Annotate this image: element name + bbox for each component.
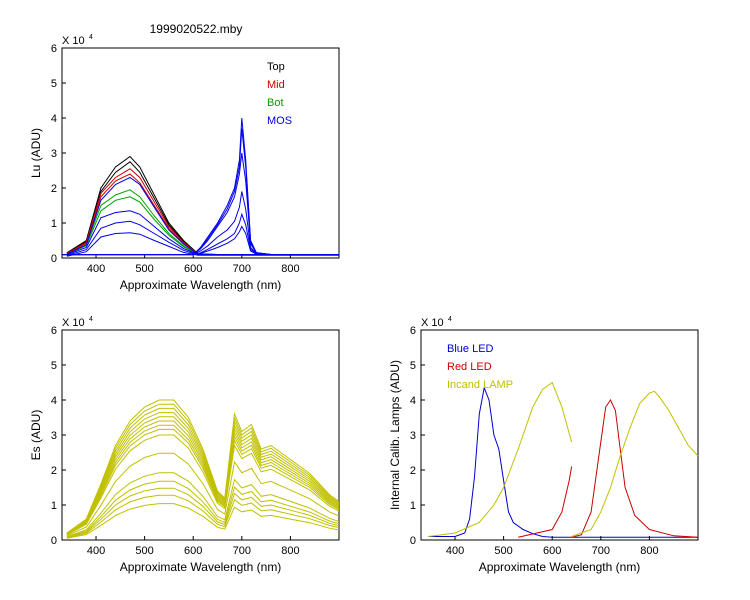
legend-entry: MOS [267, 115, 292, 127]
series-line-es [66, 434, 339, 536]
y-tick-label: 2 [51, 465, 57, 477]
y-tick-label: 1 [51, 500, 57, 512]
legend-entry: Incand LAMP [447, 379, 513, 391]
x-axis-label: Approximate Wavelength (nm) [479, 560, 641, 574]
series-line-es [66, 494, 339, 539]
y-tick-label: 3 [51, 148, 57, 160]
series-line-es [66, 452, 339, 537]
axis-multiplier-exponent: 4 [89, 34, 93, 41]
axis-multiplier: X 10 [62, 35, 85, 47]
y-axis-label: Es (ADU) [29, 410, 43, 461]
series-line-mos [66, 220, 339, 257]
legend-entry: Mid [267, 79, 285, 91]
series-line-es [66, 428, 339, 535]
series-line-mos [62, 212, 339, 256]
chart-panel-2: 0 1 2 3 4 5 6 400 500 600 700 800 X 10 4 Approximate W… [29, 316, 340, 574]
x-tick-label: 700 [233, 263, 251, 275]
y-tick-label: 2 [51, 183, 57, 195]
x-tick-label: 800 [281, 263, 299, 275]
series-line-es [66, 487, 339, 538]
axis-multiplier-exponent: 4 [448, 316, 452, 323]
x-tick-label: 400 [87, 263, 105, 275]
y-tick-label: 4 [51, 113, 57, 125]
legend-entry: Bot [267, 97, 284, 109]
series-line-incand-lamp [571, 390, 698, 537]
y-tick-label: 5 [51, 360, 57, 372]
figure-title: 1999020522.mby [150, 22, 243, 36]
legend-entry: Red LED [447, 361, 492, 373]
chart-panel-1: 0 1 2 3 4 5 6 400 500 600 700 800 X 10 4 Approximate W… [29, 34, 340, 292]
series-line-es [66, 407, 339, 534]
series-group [62, 117, 339, 257]
y-axis-label: Lu (ADU) [29, 128, 43, 178]
series-line-es [66, 480, 339, 538]
x-tick-label: 800 [640, 545, 658, 557]
chart-panel-3: 0 1 2 3 4 5 6 400 500 600 700 800 X 10 4 Approximate W… [388, 316, 699, 574]
x-tick-label: 400 [87, 545, 105, 557]
x-axis-label: Approximate Wavelength (nm) [120, 278, 282, 292]
series-line-mos [62, 225, 339, 256]
y-tick-label: 0 [51, 535, 57, 547]
series-line-es [66, 472, 339, 538]
x-tick-label: 500 [135, 263, 153, 275]
x-tick-label: 500 [135, 545, 153, 557]
series-line-mos [62, 117, 339, 255]
series-line-es [66, 420, 339, 535]
y-tick-label: 2 [410, 465, 416, 477]
x-tick-label: 700 [592, 545, 610, 557]
y-tick-label: 6 [51, 43, 57, 55]
series-line-es [66, 412, 339, 535]
series-line-mos [66, 232, 339, 257]
y-tick-label: 5 [51, 78, 57, 90]
x-tick-label: 600 [184, 263, 202, 275]
plot-area [61, 47, 340, 259]
x-tick-label: 700 [233, 545, 251, 557]
x-tick-label: 400 [446, 545, 464, 557]
x-tick-label: 600 [543, 545, 561, 557]
series-line-mos [62, 191, 339, 255]
series-line-mos [66, 210, 339, 256]
series-line-mid [66, 168, 339, 255]
x-tick-label: 500 [494, 545, 512, 557]
x-axis-label: Approximate Wavelength (nm) [120, 560, 282, 574]
series-line-es [66, 424, 339, 535]
axis-multiplier: X 10 [421, 317, 444, 329]
y-tick-label: 3 [51, 430, 57, 442]
x-tick-label: 800 [281, 545, 299, 557]
y-tick-label: 3 [410, 430, 416, 442]
x-tick-label: 600 [184, 545, 202, 557]
series-line-red-led [571, 398, 698, 538]
series-line-es [66, 503, 339, 539]
y-tick-label: 5 [410, 360, 416, 372]
y-tick-label: 4 [51, 395, 57, 407]
y-axis-label: Internal Calib. Lamps (ADU) [388, 360, 402, 510]
y-tick-label: 4 [410, 395, 416, 407]
series-line-mos [62, 152, 339, 255]
legend-entry: Blue LED [447, 343, 494, 355]
series-group [66, 399, 339, 539]
y-tick-label: 0 [410, 535, 416, 547]
series-line-blue-led [428, 385, 698, 538]
y-tick-label: 1 [51, 218, 57, 230]
axis-multiplier-exponent: 4 [89, 316, 93, 323]
series-line-red-led [518, 466, 573, 538]
y-tick-label: 1 [410, 500, 416, 512]
series-group [428, 381, 698, 538]
series-line-es [66, 416, 339, 535]
series-line-top [66, 161, 339, 255]
y-tick-label: 0 [51, 253, 57, 265]
legend-entry: Top [267, 61, 285, 73]
series-line-mos [62, 128, 339, 255]
axis-multiplier: X 10 [62, 317, 85, 329]
y-tick-label: 6 [410, 325, 416, 337]
y-tick-label: 6 [51, 325, 57, 337]
series-line-incand-lamp [428, 381, 573, 537]
series-line-es [66, 399, 339, 534]
